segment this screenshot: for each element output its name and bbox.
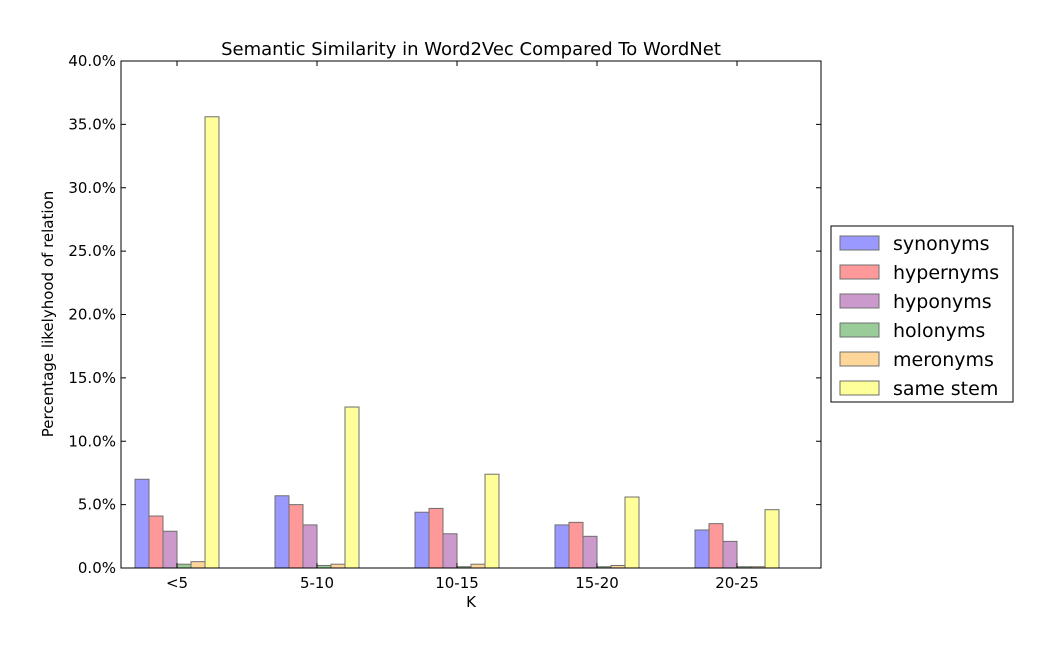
legend-label-hyponyms: hyponyms xyxy=(893,291,992,313)
y-tick-label-4: 20.0% xyxy=(68,306,116,324)
bar-hyponyms-3 xyxy=(582,535,598,569)
legend-box xyxy=(830,225,1014,403)
x-tick-label-1: 5-10 xyxy=(300,574,334,592)
bar-same-stem-3 xyxy=(624,496,640,569)
legend-swatch-holonyms xyxy=(839,322,880,338)
y-tick-label-8: 40.0% xyxy=(68,52,116,70)
legend-swatch-same-stem xyxy=(839,380,880,396)
bar-synonyms-3 xyxy=(554,524,570,569)
bar-synonyms-0 xyxy=(134,478,150,569)
x-tick-label-4: 20-25 xyxy=(715,574,759,592)
y-tick-label-0: 0.0% xyxy=(78,559,116,577)
y-tick-label-2: 10.0% xyxy=(68,432,116,450)
x-axis-label: K xyxy=(466,593,477,611)
bar-same-stem-1 xyxy=(344,406,360,569)
bar-hypernyms-0 xyxy=(148,515,164,569)
bar-hyponyms-4 xyxy=(722,540,738,569)
bar-synonyms-4 xyxy=(694,529,710,569)
x-tick-label-2: 10-15 xyxy=(435,574,479,592)
bar-same-stem-0 xyxy=(204,116,220,569)
legend-swatch-meronyms xyxy=(839,351,880,367)
bars-group xyxy=(134,116,780,569)
bar-same-stem-2 xyxy=(484,473,500,569)
y-tick-label-3: 15.0% xyxy=(68,369,116,387)
bar-meronyms-2 xyxy=(470,563,486,569)
legend-label-holonyms: holonyms xyxy=(893,320,985,342)
legend-swatch-synonyms xyxy=(839,235,880,251)
bar-hyponyms-2 xyxy=(442,533,458,569)
legend-label-meronyms: meronyms xyxy=(893,349,994,371)
bar-meronyms-0 xyxy=(190,561,206,569)
bar-same-stem-4 xyxy=(764,509,780,569)
legend: synonyms hypernyms hyponyms holonyms meronym… xyxy=(830,225,1014,403)
bar-hyponyms-0 xyxy=(162,530,178,569)
bar-hypernyms-2 xyxy=(428,507,444,569)
legend-label-same-stem: same stem xyxy=(893,378,998,400)
x-tick-label-0: <5 xyxy=(166,574,188,592)
y-tick-label-1: 5.0% xyxy=(78,496,116,514)
bar-hyponyms-1 xyxy=(302,524,318,569)
legend-swatch-hypernyms xyxy=(839,264,880,280)
bar-synonyms-2 xyxy=(414,511,430,569)
bar-hypernyms-4 xyxy=(708,523,724,569)
bar-hypernyms-3 xyxy=(568,521,584,569)
plot-frame xyxy=(120,60,822,569)
legend-label-synonyms: synonyms xyxy=(893,233,990,255)
x-tick-label-3: 15-20 xyxy=(575,574,619,592)
y-tick-label-5: 25.0% xyxy=(68,242,116,260)
bar-meronyms-1 xyxy=(330,563,346,569)
legend-swatch-hyponyms xyxy=(839,293,880,309)
y-axis-label: Percentage likelyhood of relation xyxy=(39,191,57,437)
y-tick-label-6: 30.0% xyxy=(68,179,116,197)
ticks-group: 0.0% 5.0% 10.0% 15.0% 20.0% 25.0% 30.0% 35.0% 40… xyxy=(68,52,821,592)
bar-holonyms-0 xyxy=(176,563,192,569)
bar-hypernyms-1 xyxy=(288,504,304,569)
chart-title: Semantic Similarity in Word2Vec Compared… xyxy=(221,39,721,60)
bar-synonyms-1 xyxy=(274,495,290,569)
y-tick-label-7: 35.0% xyxy=(68,115,116,133)
legend-label-hypernyms: hypernyms xyxy=(893,262,999,284)
